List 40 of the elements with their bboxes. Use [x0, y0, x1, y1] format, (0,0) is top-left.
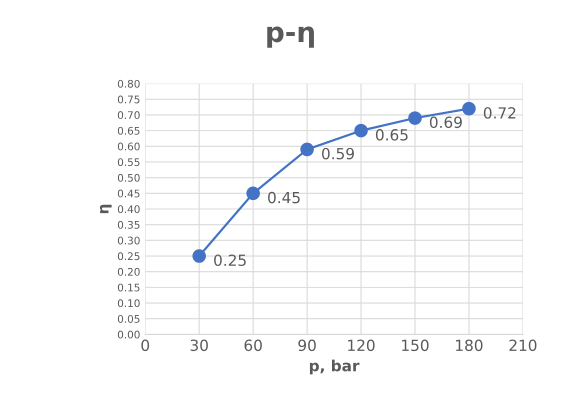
x-tick-label: 120 — [348, 340, 375, 352]
x-tick-label: 30 — [190, 340, 208, 352]
x-tick-label: 60 — [244, 340, 262, 352]
data-label: 0.72 — [484, 107, 516, 119]
y-axis-title: η — [100, 204, 112, 214]
x-tick-label: 90 — [298, 340, 316, 352]
point — [246, 186, 260, 200]
y-tick-label: 0.65 — [118, 126, 140, 135]
y-tick-label: 0.40 — [118, 205, 140, 214]
data-label: 0.65 — [376, 129, 408, 141]
y-tick-label: 0.20 — [118, 268, 140, 276]
y-tick-label: 0.60 — [118, 142, 140, 150]
data-label: 0.59 — [322, 148, 354, 160]
y-tick-label: 0.00 — [118, 330, 140, 339]
x-tick-label: 150 — [402, 340, 429, 352]
point — [192, 249, 206, 263]
chart-title: p-η — [267, 26, 314, 48]
y-tick-label: 0.50 — [118, 174, 140, 182]
y-tick-label: 0.80 — [118, 80, 140, 88]
y-tick-label: 0.55 — [118, 158, 140, 166]
data-label: 0.69 — [430, 116, 462, 128]
x-tick-label: 0 — [141, 340, 150, 352]
point — [408, 111, 422, 125]
data-label: 0.45 — [268, 192, 300, 204]
x-tick-label: 180 — [456, 340, 483, 352]
y-tick-label: 0.70 — [118, 111, 140, 120]
x-tick-label: 210 — [509, 340, 536, 352]
point — [462, 102, 476, 116]
x-axis-title: p, bar — [310, 360, 360, 374]
data-label: 0.25 — [214, 254, 246, 266]
y-tick-label: 0.35 — [118, 220, 140, 229]
y-tick-label: 0.45 — [118, 190, 140, 198]
y-tick-label: 0.30 — [118, 236, 140, 244]
y-tick-label: 0.10 — [118, 299, 140, 308]
point — [354, 124, 368, 138]
y-tick-label: 0.15 — [118, 284, 140, 292]
point — [300, 142, 314, 156]
y-tick-label: 0.75 — [118, 96, 140, 104]
y-tick-label: 0.25 — [118, 252, 140, 260]
y-tick-label: 0.05 — [118, 314, 140, 323]
